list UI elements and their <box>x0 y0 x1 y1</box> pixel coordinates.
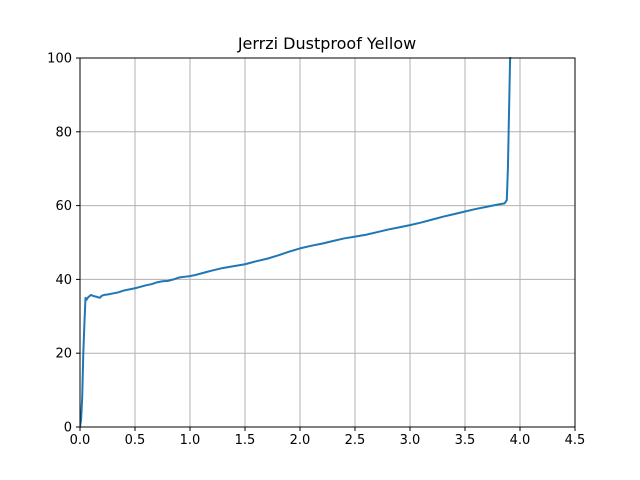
x-tick-label: 1.0 <box>180 433 201 448</box>
y-tick-label: 80 <box>55 125 72 140</box>
x-axis: 0.0 0.5 1.0 1.5 2.0 2.5 3.0 3.5 4.0 4.5 <box>70 427 586 448</box>
x-tick-label: 3.5 <box>455 433 476 448</box>
x-tick-label: 0.5 <box>125 433 146 448</box>
x-tick-label: 4.0 <box>510 433 531 448</box>
y-tick-label: 20 <box>55 347 72 362</box>
series-layer <box>80 57 512 427</box>
y-tick-label: 100 <box>47 52 72 67</box>
axes-frame <box>79 57 576 428</box>
chart-title: Jerrzi Dustproof Yellow <box>237 34 416 53</box>
y-tick-label: 40 <box>55 273 72 288</box>
x-tick-label: 2.0 <box>290 433 311 448</box>
x-tick-label: 0.0 <box>70 433 91 448</box>
x-tick-label: 4.5 <box>565 433 586 448</box>
x-tick-label: 3.0 <box>400 433 421 448</box>
x-tick-label: 1.5 <box>235 433 256 448</box>
series-line <box>80 57 512 427</box>
y-axis: 0 20 40 60 80 100 <box>47 52 80 436</box>
x-tick-label: 2.5 <box>345 433 366 448</box>
y-tick-label: 0 <box>64 421 72 436</box>
y-tick-label: 60 <box>55 199 72 214</box>
